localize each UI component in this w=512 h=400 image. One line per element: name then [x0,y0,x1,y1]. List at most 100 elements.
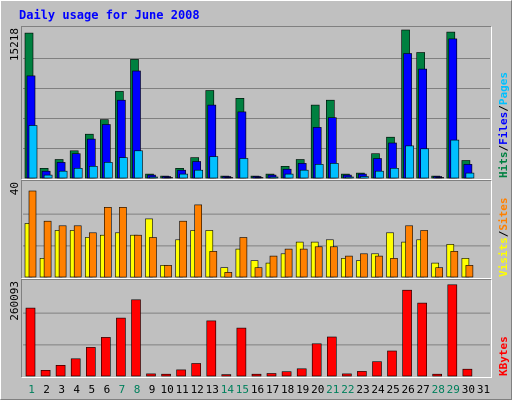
panel-bevel-dark [21,26,492,180]
x-tick-label: 29 [447,383,460,396]
x-tick-label: 20 [311,383,324,396]
y-axis-max-label: 15218 [8,28,21,61]
x-tick-label: 31 [477,383,490,396]
bar-kbytes [447,284,458,377]
bar-kbytes [326,336,337,377]
x-tick-label: 21 [326,383,339,396]
bar-kbytes [161,373,171,377]
bar-pages [43,174,53,179]
bar-pages [179,173,188,179]
bar-kbytes [462,368,473,377]
bar-pages [269,176,279,179]
bar-pages [405,145,414,179]
bar-kbytes [146,373,156,377]
bar-sites [360,253,368,278]
bar-kbytes [281,371,292,377]
bar-kbytes [40,369,51,377]
bar-sites [134,234,142,278]
bar-pages [420,148,430,179]
bar-pages [239,158,249,179]
x-tick-label: 9 [149,383,156,396]
x-tick-label: 27 [417,383,430,396]
bar-kbytes [387,350,397,377]
legend: Hits/Files/Pages [497,72,510,178]
x-tick-label: 14 [221,383,235,396]
panel-bevel-light [21,279,492,378]
legend-pages: Pages [497,72,510,105]
legend-kbytes: KBytes [497,336,510,376]
y-axis-max-label: 40 [8,182,21,195]
x-tick-label: 28 [432,383,445,396]
bar-kbytes [55,364,66,377]
bar-pages [375,170,384,179]
bar-pages [104,162,113,179]
bar-sites [119,207,127,278]
bar-kbytes [296,368,307,377]
bar-sites [179,220,187,278]
x-tick-label: 12 [191,383,204,396]
x-tick-label: 24 [371,383,385,396]
legend-separator: / [497,145,510,152]
legend-separator: / [497,230,510,237]
bar-sites [435,267,444,278]
x-tick-label: 10 [160,383,173,396]
panel-bevel-dark [21,279,492,378]
bar-sites [345,255,353,278]
bar-pages [329,163,339,179]
x-tick-label: 23 [356,383,369,396]
x-tick-label: 4 [73,383,80,396]
bar-sites [149,237,157,278]
x-tick-label: 2 [43,383,50,396]
x-tick-label: 5 [88,383,95,396]
bar-kbytes [191,363,201,377]
panel-bevel-light [21,180,492,279]
x-axis-day-labels: 1 2 3 4 5 6 7 8 9 10 11 12 13 14 15 16 17 18 19 20 21 22 23 24 2… [28,383,490,396]
x-tick-label: 1 [28,383,35,396]
bar-kbytes [70,358,81,377]
bar-pages [284,173,294,179]
bar-sites [224,272,233,278]
bar-pages [194,169,203,179]
bar-sites [58,225,67,278]
bar-kbytes [221,374,232,377]
legend-files: Files [497,112,510,145]
bar-pages [149,176,158,179]
x-tick-label: 17 [266,383,279,396]
panel-visits-sites: 40 Visits/Sites [8,180,510,279]
bar-sites [390,258,398,278]
bar-sites [28,190,37,278]
x-tick-label: 16 [251,383,264,396]
bar-pages [390,168,399,179]
bar-pages [314,164,324,179]
bar-kbytes [342,373,352,377]
bar-pages [164,177,173,179]
legend: Visits/Sites [497,198,510,278]
bar-kbytes [25,307,36,377]
bar-kbytes [101,337,111,377]
bar-sites [329,246,338,278]
bar-sites [104,207,112,278]
bar-sites [73,225,82,278]
bar-pages [299,169,309,179]
bar-sites [284,248,293,278]
bar-pages [119,157,128,179]
bar-pages [28,125,38,179]
bar-pages [465,172,475,179]
bar-sites [89,232,97,278]
panel-kbytes: 260093 KBytes [8,279,510,378]
x-tick-label: 19 [296,383,309,396]
bar-kbytes [176,369,186,377]
panel-background [21,279,492,378]
bar-kbytes [206,320,217,377]
bar-pages [224,177,234,179]
x-tick-label: 8 [134,383,141,396]
bar-kbytes [402,289,412,377]
bar-sites [239,237,248,278]
bar-sites [314,246,323,278]
legend-sites: Sites [497,198,510,231]
bar-pages [89,166,98,179]
x-tick-label: 22 [341,383,354,396]
